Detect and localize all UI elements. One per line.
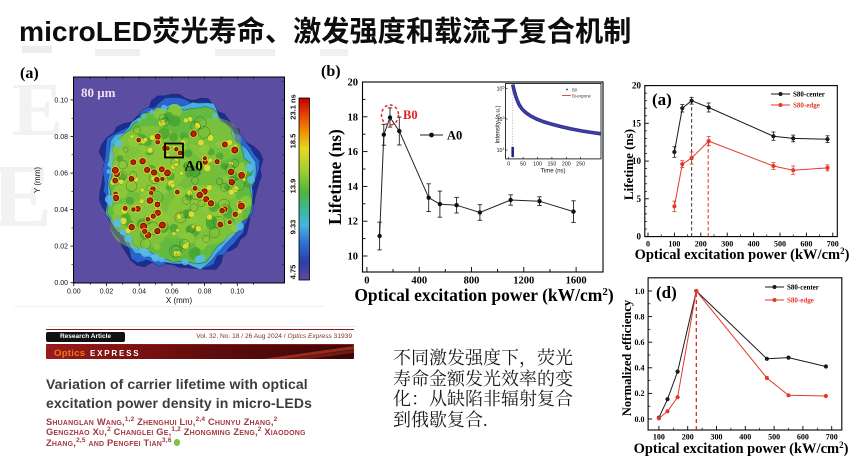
svg-text:0.4: 0.4 <box>635 364 645 373</box>
svg-text:0.06: 0.06 <box>54 171 68 178</box>
svg-text:103: 103 <box>497 116 505 123</box>
svg-text:4.75: 4.75 <box>289 265 298 280</box>
svg-text:18.5: 18.5 <box>289 134 298 149</box>
svg-text:0.00: 0.00 <box>67 289 81 296</box>
svg-text:105: 105 <box>497 86 505 93</box>
svg-text:(a): (a) <box>20 65 39 82</box>
svg-text:Y (mm): Y (mm) <box>33 167 42 193</box>
svg-text:X (mm): X (mm) <box>166 296 193 305</box>
svg-text:100: 100 <box>533 162 542 168</box>
svg-text:0.0: 0.0 <box>635 415 645 424</box>
svg-text:S80-center: S80-center <box>793 91 825 99</box>
svg-text:600: 600 <box>800 240 812 249</box>
svg-text:Lifetime (ns): Lifetime (ns) <box>621 129 636 200</box>
svg-text:0.2: 0.2 <box>635 389 645 398</box>
svg-text:S80-edge: S80-edge <box>793 102 820 110</box>
svg-text:1200: 1200 <box>513 276 534 287</box>
svg-text:0.04: 0.04 <box>132 289 146 296</box>
svg-text:80 μm: 80 μm <box>81 85 116 100</box>
svg-text:12: 12 <box>348 217 359 228</box>
svg-text:150: 150 <box>547 162 556 168</box>
svg-text:Normalized efficiency: Normalized efficiency <box>620 299 634 416</box>
svg-text:13.9: 13.9 <box>289 179 298 194</box>
svg-text:Intensity (a.u.): Intensity (a.u.) <box>496 105 502 143</box>
svg-text:(a): (a) <box>652 90 672 109</box>
svg-text:5: 5 <box>637 194 642 204</box>
svg-text:B0: B0 <box>572 88 578 93</box>
svg-text:400: 400 <box>748 240 760 249</box>
svg-text:23.1 ns: 23.1 ns <box>289 94 298 119</box>
svg-text:50: 50 <box>520 162 526 168</box>
svg-text:0.04: 0.04 <box>54 207 68 214</box>
svg-text:500: 500 <box>774 240 786 249</box>
svg-text:0.6: 0.6 <box>635 338 645 347</box>
svg-text:14: 14 <box>348 182 359 193</box>
svg-text:300: 300 <box>721 240 733 249</box>
svg-text:400: 400 <box>411 276 427 287</box>
svg-text:Bi-expone: Bi-expone <box>572 94 592 99</box>
svg-text:Optical excitation power (kW/c: Optical excitation power (kW/cm2) <box>634 440 849 457</box>
svg-text:20: 20 <box>348 78 359 89</box>
svg-text:18: 18 <box>348 112 359 123</box>
svg-text:20: 20 <box>632 81 642 91</box>
svg-text:700: 700 <box>826 433 838 442</box>
svg-text:(b): (b) <box>321 63 341 80</box>
svg-text:A0: A0 <box>185 159 203 175</box>
svg-text:500: 500 <box>768 433 780 442</box>
svg-text:700: 700 <box>827 240 839 249</box>
svg-text:9.33: 9.33 <box>289 220 298 235</box>
svg-text:S80-center: S80-center <box>787 284 819 292</box>
svg-text:0: 0 <box>364 276 369 287</box>
svg-text:0.06: 0.06 <box>165 289 179 296</box>
svg-text:0.00: 0.00 <box>54 280 68 287</box>
svg-text:0: 0 <box>637 232 642 242</box>
svg-text:600: 600 <box>797 433 809 442</box>
svg-text:A0: A0 <box>447 129 462 143</box>
svg-text:B0: B0 <box>403 108 418 122</box>
svg-text:10: 10 <box>348 252 359 263</box>
svg-text:200: 200 <box>562 162 571 168</box>
svg-text:300: 300 <box>711 433 723 442</box>
svg-text:400: 400 <box>739 433 751 442</box>
svg-text:Optical excitation power (kW/c: Optical excitation power (kW/cm2) <box>354 285 614 305</box>
svg-text:100: 100 <box>653 433 665 442</box>
svg-text:100: 100 <box>668 240 680 249</box>
svg-text:800: 800 <box>464 276 480 287</box>
svg-text:0.10: 0.10 <box>230 289 244 296</box>
svg-text:1600: 1600 <box>566 276 587 287</box>
svg-text:200: 200 <box>682 433 694 442</box>
svg-text:250: 250 <box>576 162 585 168</box>
svg-text:0.8: 0.8 <box>635 312 645 321</box>
svg-text:0.08: 0.08 <box>54 134 68 141</box>
svg-text:200: 200 <box>695 240 707 249</box>
svg-text:Time (ns): Time (ns) <box>540 169 565 175</box>
svg-text:1.0: 1.0 <box>635 287 645 296</box>
svg-text:Lifetime (ns): Lifetime (ns) <box>325 129 345 225</box>
svg-text:0: 0 <box>646 240 650 249</box>
svg-text:10: 10 <box>632 156 642 166</box>
svg-text:0.02: 0.02 <box>54 244 68 251</box>
svg-text:16: 16 <box>348 147 359 158</box>
svg-text:0.02: 0.02 <box>100 289 114 296</box>
svg-text:15: 15 <box>632 118 642 128</box>
svg-text:(d): (d) <box>656 283 677 302</box>
svg-text:0: 0 <box>507 162 510 168</box>
svg-text:Optical excitation power (kW/c: Optical excitation power (kW/cm2) <box>635 246 850 263</box>
svg-text:0.08: 0.08 <box>198 289 212 296</box>
svg-text:101: 101 <box>497 147 505 154</box>
svg-text:0.10: 0.10 <box>54 97 68 104</box>
svg-text:S80-edge: S80-edge <box>787 297 814 305</box>
